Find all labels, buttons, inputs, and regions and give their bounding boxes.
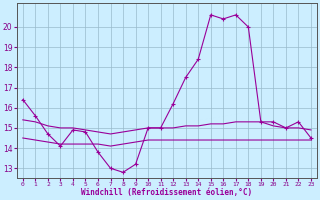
- X-axis label: Windchill (Refroidissement éolien,°C): Windchill (Refroidissement éolien,°C): [81, 188, 252, 197]
